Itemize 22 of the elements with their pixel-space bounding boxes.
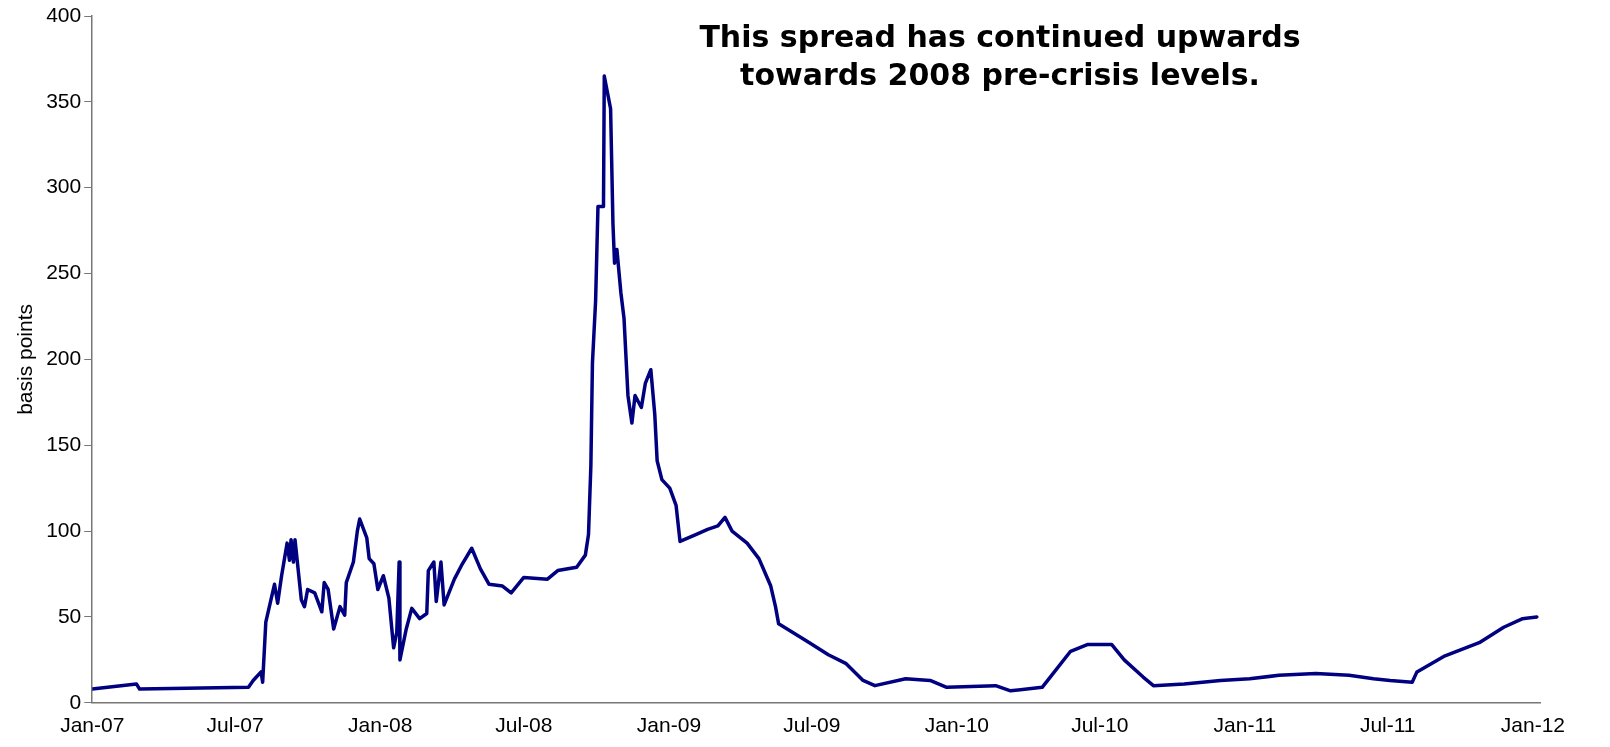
x-tick-label: Jan-11 bbox=[1213, 713, 1277, 737]
x-tick-label: Jul-11 bbox=[1359, 713, 1416, 737]
x-tick-label: Jul-10 bbox=[1071, 713, 1129, 737]
y-tick-label: 100 bbox=[46, 517, 82, 541]
x-tick-label: Jan-09 bbox=[636, 713, 702, 737]
y-tick-label: 350 bbox=[46, 88, 82, 112]
y-tick-label: 0 bbox=[69, 689, 82, 713]
x-tick-label: Jan-07 bbox=[60, 713, 125, 737]
x-tick-label: Jul-07 bbox=[206, 713, 264, 737]
y-tick-label: 50 bbox=[57, 603, 82, 627]
x-tick-label: Jan-08 bbox=[348, 713, 413, 737]
y-tick-label: 150 bbox=[46, 432, 82, 456]
annotation: This spread has continued upwards towards 2008 pre-crisis levels. bbox=[698, 18, 1302, 93]
y-tick-label: 200 bbox=[46, 346, 82, 370]
y-tick-label: 250 bbox=[46, 260, 82, 284]
x-tick-label: Jul-08 bbox=[495, 713, 553, 737]
y-tick-label: 400 bbox=[46, 2, 82, 26]
x-tick-label: Jul-09 bbox=[783, 713, 841, 737]
x-tick-label: Jan-12 bbox=[1500, 713, 1566, 737]
y-tick-label: 300 bbox=[46, 174, 82, 198]
y-axis-title: basis points bbox=[13, 303, 37, 415]
x-tick-label: Jan-10 bbox=[924, 713, 990, 737]
